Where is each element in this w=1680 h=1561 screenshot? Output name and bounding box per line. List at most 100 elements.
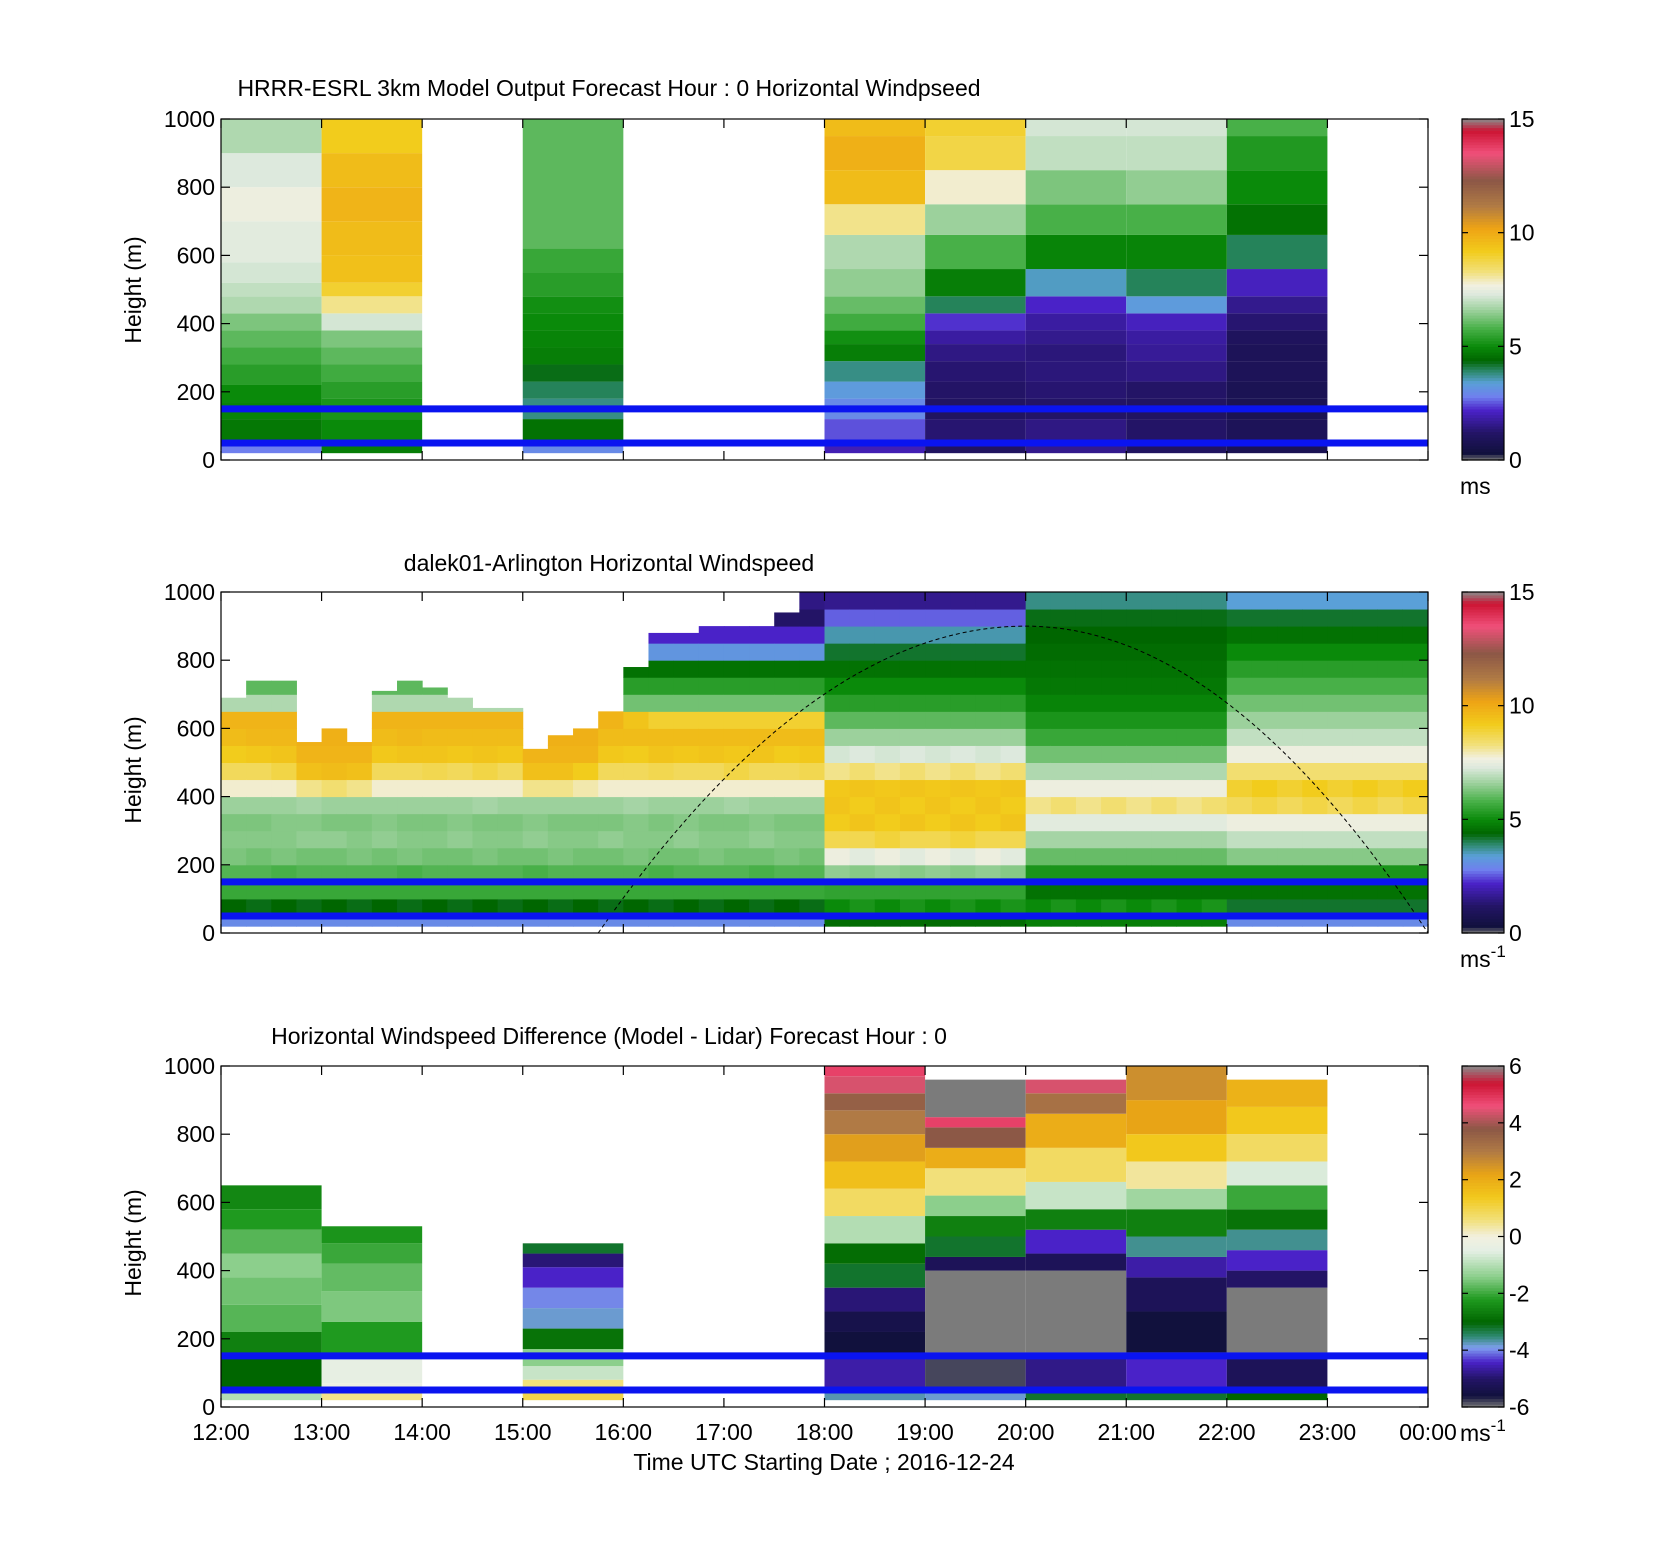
- colorbar-segment: [1462, 266, 1504, 271]
- colorbar-segment: [1462, 1299, 1504, 1303]
- heatmap-cell: [397, 762, 423, 781]
- heatmap-cell: [1126, 694, 1152, 712]
- heatmap-cell: [1000, 847, 1027, 866]
- heatmap-cell: [522, 847, 549, 866]
- heatmap-cell: [1126, 660, 1152, 678]
- heatmap-cell: [1327, 643, 1354, 661]
- heatmap-cell: [1000, 660, 1027, 678]
- heatmap-cell: [321, 1263, 423, 1292]
- colorbar-segment: [1462, 224, 1504, 228]
- heatmap-cell: [1126, 830, 1152, 849]
- heatmap-cell: [824, 847, 851, 866]
- heatmap-cell: [799, 881, 825, 900]
- heatmap-cell: [925, 136, 1026, 171]
- colorbar-segment: [1462, 1216, 1504, 1221]
- colorbar-segment: [1462, 1156, 1504, 1161]
- colorbar-segment: [1462, 1171, 1504, 1175]
- heatmap-cell: [1251, 592, 1278, 610]
- heatmap-cell: [371, 711, 398, 729]
- heatmap-cell: [271, 881, 297, 900]
- colorbar-segment: [1462, 175, 1504, 180]
- colorbar-segment: [1462, 448, 1504, 453]
- colorbar-segment: [1462, 249, 1504, 254]
- heatmap-cell: [1302, 898, 1328, 914]
- heatmap-cell: [1377, 711, 1404, 729]
- heatmap-cell: [799, 864, 825, 883]
- y-tick-label: 200: [177, 379, 215, 405]
- heatmap-cell: [1277, 711, 1303, 729]
- colorbar-segment: [1462, 360, 1504, 364]
- heatmap-cell: [397, 813, 423, 832]
- heatmap-cell: [1251, 677, 1278, 695]
- heatmap-cell: [1251, 660, 1278, 678]
- heatmap-cell: [975, 745, 1002, 763]
- heatmap-cell: [673, 779, 700, 798]
- colorbar-segment: [1462, 1290, 1504, 1294]
- colorbar-segment: [1462, 1372, 1504, 1377]
- heatmap-cell: [925, 728, 951, 746]
- colorbar-segment: [1462, 753, 1504, 758]
- heatmap-cell: [950, 745, 976, 763]
- heatmap-cell: [1377, 813, 1404, 832]
- colorbar-segment: [1462, 343, 1504, 347]
- heatmap-cell: [271, 680, 297, 695]
- heatmap-cell: [1302, 694, 1328, 712]
- colorbar-segment: [1462, 1387, 1504, 1391]
- heatmap-cell: [1226, 847, 1253, 866]
- colorbar-segment: [1462, 153, 1504, 157]
- heatmap-cell: [723, 728, 750, 746]
- heatmap-cell: [623, 847, 649, 866]
- heatmap-cell: [925, 1270, 1026, 1353]
- heatmap-cell: [371, 690, 398, 695]
- heatmap-cell: [1327, 881, 1354, 900]
- colorbar-segment: [1462, 1139, 1504, 1144]
- colorbar-segment: [1462, 665, 1504, 670]
- heatmap-cell: [749, 796, 775, 815]
- y-tick-label: 1000: [164, 1053, 215, 1079]
- heatmap-cell: [1151, 898, 1178, 914]
- heatmap-cell: [824, 269, 926, 297]
- heatmap-cell: [1176, 745, 1203, 763]
- heatmap-cell: [1352, 796, 1379, 815]
- heatmap-cell: [547, 796, 574, 815]
- heatmap-cell: [221, 296, 322, 314]
- colorbar-segment: [1462, 668, 1504, 673]
- heatmap-cell: [1226, 1106, 1328, 1135]
- heatmap-cell: [673, 762, 700, 781]
- heatmap-cell: [673, 632, 700, 644]
- colorbar-segment: [1462, 927, 1504, 931]
- colorbar-segment: [1462, 340, 1504, 345]
- colorbar-tick-label: 5: [1509, 806, 1522, 832]
- heatmap-cell: [1352, 864, 1379, 883]
- heatmap-cell: [874, 728, 901, 746]
- heatmap-cell: [1226, 170, 1328, 205]
- colorbar-segment: [1462, 742, 1504, 747]
- heatmap-cell: [1377, 796, 1404, 815]
- y-tick-label: 400: [177, 1258, 215, 1284]
- colorbar-segment: [1462, 1066, 1504, 1070]
- heatmap-cell: [774, 745, 800, 763]
- colorbar-segment: [1462, 1162, 1504, 1167]
- heatmap-cell: [497, 864, 524, 883]
- colorbar-segment: [1462, 765, 1504, 769]
- heatmap-cell: [221, 711, 247, 729]
- heatmap-cell: [547, 898, 574, 914]
- heatmap-cell: [321, 881, 348, 900]
- heatmap-cell: [1251, 881, 1278, 900]
- heatmap-cell: [371, 779, 398, 798]
- colorbar-segment: [1462, 825, 1504, 829]
- x-tick-label: 00:00: [1399, 1419, 1457, 1445]
- heatmap-cell: [824, 119, 926, 137]
- heatmap-cell: [321, 830, 348, 849]
- heatmap-cell: [522, 830, 549, 849]
- colorbar-segment: [1462, 822, 1504, 826]
- colorbar-segment: [1462, 238, 1504, 242]
- heatmap-cell: [1201, 626, 1228, 644]
- colorbar-segment: [1462, 694, 1504, 698]
- heatmap-cell: [1327, 677, 1354, 695]
- heatmap-cell: [874, 779, 901, 798]
- heatmap-cell: [422, 847, 448, 866]
- heatmap-cell: [950, 609, 976, 627]
- heatmap-cell: [221, 745, 247, 763]
- heatmap-cell: [1352, 762, 1379, 781]
